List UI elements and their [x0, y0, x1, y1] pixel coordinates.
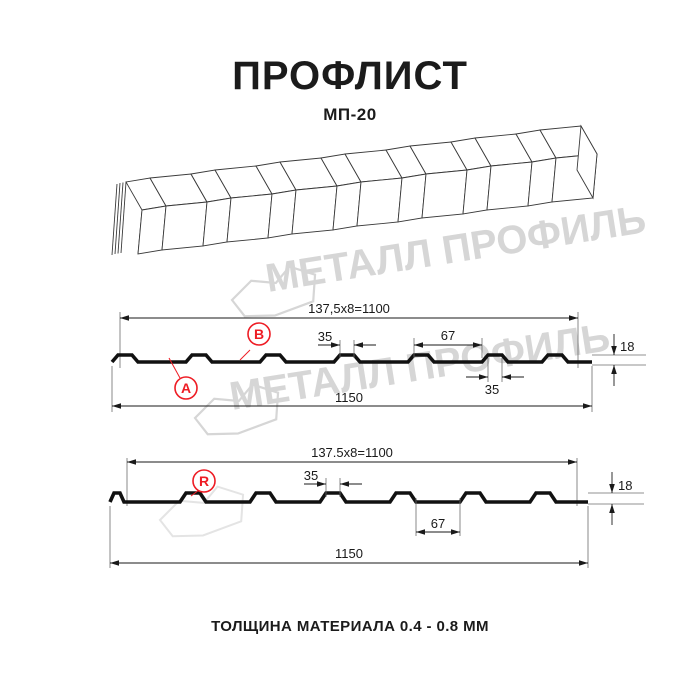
- watermark-logo-icon: [158, 485, 245, 538]
- material-thickness-note: ТОЛЩИНА МАТЕРИАЛА 0.4 - 0.8 ММ: [211, 618, 489, 635]
- dim-valley-width-b: 67: [415, 498, 461, 536]
- profile-outline-b: [108, 491, 588, 504]
- dim-rib-width-b: 35: [304, 468, 362, 497]
- dim-label-total-a: 1150: [335, 390, 363, 405]
- dim-label-height-b: 18: [618, 478, 632, 493]
- watermark-logo-icon: [193, 383, 280, 436]
- dim-label-top-width-a: 137,5x8=1100: [308, 301, 390, 316]
- dim-height-b: 18: [588, 472, 644, 525]
- dim-top-width-b: 137.5x8=1100: [126, 445, 578, 506]
- dim-label-height-a: 18: [620, 339, 634, 354]
- dim-label-rib-a-upper: 35: [318, 329, 332, 344]
- watermark-logo-icon: [230, 265, 317, 318]
- marker-r-label: R: [199, 473, 209, 489]
- iso-sheet-body: [111, 124, 598, 256]
- marker-b[interactable]: B: [239, 322, 271, 361]
- page-title: ПРОФЛИСТ: [232, 54, 468, 98]
- dim-label-valley-a: 67: [441, 328, 455, 343]
- dim-label-rib-b: 35: [304, 468, 318, 483]
- marker-b-label: B: [254, 326, 264, 342]
- dim-label-valley-b: 67: [431, 516, 445, 531]
- dim-rib-width-a-upper: 35: [318, 329, 376, 358]
- marker-a[interactable]: A: [168, 357, 198, 400]
- dim-rib-width-a-lower: 35: [466, 358, 524, 397]
- dim-total-width-b: 1150: [109, 506, 589, 568]
- dim-label-total-b: 1150: [335, 546, 363, 561]
- dim-total-width-a: 1150: [111, 366, 593, 412]
- dim-label-top-width-b: 137.5x8=1100: [311, 445, 393, 460]
- marker-r[interactable]: R: [190, 469, 216, 497]
- dim-top-width-a: 137,5x8=1100: [119, 301, 579, 368]
- dim-valley-width-a: 67: [413, 328, 483, 358]
- page-subtitle: МП-20: [323, 105, 377, 124]
- dim-height-a: 18: [592, 334, 646, 386]
- dim-label-rib-a-lower: 35: [485, 382, 499, 397]
- marker-a-label: A: [181, 380, 191, 396]
